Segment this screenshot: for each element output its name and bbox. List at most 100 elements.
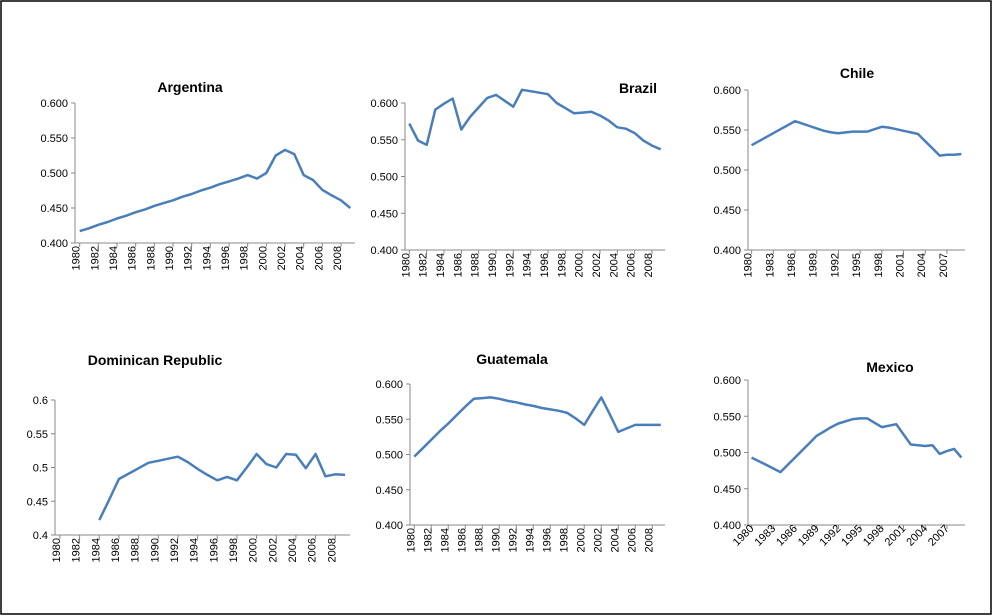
y-tick-label: 0.600 (40, 98, 68, 110)
x-tick-label: 1998 (239, 246, 251, 270)
x-tick-label: 2004 (608, 253, 620, 277)
x-tick-label: 2004 (609, 528, 621, 552)
chart-title: Guatemala (476, 351, 548, 367)
y-tick-label: 0.600 (370, 98, 398, 110)
y-tick-label: 0.500 (713, 448, 741, 460)
x-tick-label: 1980 (71, 246, 83, 270)
x-tick-label: 1990 (487, 253, 499, 277)
x-tick-label: 2008 (332, 246, 344, 270)
x-tick-label: 2002 (267, 538, 279, 562)
x-tick-label: 1995 (851, 253, 863, 277)
series-line (408, 88, 662, 151)
x-tick-label: 2008 (643, 253, 655, 277)
y-tick-label: 0.400 (370, 245, 398, 257)
x-tick-label: 2006 (626, 528, 638, 552)
x-tick-label: 2008 (326, 538, 338, 562)
x-tick-label: 2000 (257, 246, 269, 270)
x-tick-label: 1982 (418, 253, 430, 277)
x-tick-label: 1984 (435, 253, 447, 277)
y-tick-label: 0.400 (40, 238, 68, 250)
x-tick-label: 1986 (110, 538, 122, 562)
x-tick-label: 1984 (90, 538, 102, 562)
x-tick-label: 1983 (764, 253, 776, 277)
y-tick-label: 0.450 (370, 208, 398, 220)
x-tick-label: 2006 (307, 538, 319, 562)
x-tick-label: 2004 (295, 246, 307, 270)
x-tick-label: 1994 (189, 538, 201, 562)
x-tick-label: 1990 (164, 246, 176, 270)
y-tick-label: 0.5 (33, 463, 48, 475)
x-tick-label: 1992 (829, 253, 841, 277)
y-tick-label: 0.450 (713, 484, 741, 496)
x-tick-label: 1986 (456, 528, 468, 552)
y-tick-label: 0.550 (713, 411, 741, 423)
chart-title: Chile (840, 65, 874, 81)
y-tick-label: 0.600 (713, 375, 741, 387)
x-tick-label: 2002 (592, 528, 604, 552)
x-tick-label: 1990 (490, 528, 502, 552)
x-tick-label: 1990 (149, 538, 161, 562)
x-tick-label: 1984 (439, 528, 451, 552)
y-tick-label: 0.600 (713, 85, 741, 97)
x-tick-label: 1986 (127, 246, 139, 270)
chart-title: Argentina (157, 79, 223, 95)
y-tick-label: 0.500 (713, 165, 741, 177)
x-tick-label: 1980 (743, 253, 755, 277)
y-tick-label: 0.400 (375, 520, 403, 532)
x-tick-label: 1996 (539, 253, 551, 277)
x-tick-label: 1992 (504, 253, 516, 277)
x-tick-label: 1988 (145, 246, 157, 270)
series-line (750, 119, 962, 157)
x-tick-label: 2007 (938, 253, 950, 277)
x-tick-label: 1998 (556, 253, 568, 277)
y-tick-label: 0.550 (375, 414, 403, 426)
x-tick-label: 1986 (452, 253, 464, 277)
y-tick-label: 0.550 (713, 125, 741, 137)
x-tick-label: 2000 (575, 528, 587, 552)
x-tick-label: 2000 (248, 538, 260, 562)
series-line (79, 148, 352, 233)
x-tick-label: 1998 (873, 253, 885, 277)
x-tick-label: 1980 (400, 253, 412, 277)
x-tick-label: 1996 (541, 528, 553, 552)
x-tick-label: 2004 (287, 538, 299, 562)
y-tick-label: 0.600 (375, 379, 403, 391)
y-tick-label: 0.450 (40, 203, 68, 215)
x-tick-label: 2006 (313, 246, 325, 270)
y-tick-label: 0.550 (370, 135, 398, 147)
y-tick-label: 0.550 (40, 133, 68, 145)
x-tick-label: 1992 (169, 538, 181, 562)
x-tick-label: 2008 (643, 528, 655, 552)
y-tick-label: 0.45 (27, 496, 48, 508)
chart-title: Brazil (619, 80, 657, 96)
series-line (98, 452, 346, 521)
x-tick-label: 1982 (89, 246, 101, 270)
x-tick-label: 1998 (228, 538, 240, 562)
y-tick-label: 0.55 (27, 429, 48, 441)
x-tick-label: 1994 (522, 253, 534, 277)
y-tick-label: 0.4 (33, 530, 48, 542)
y-tick-label: 0.500 (375, 450, 403, 462)
x-tick-label: 1984 (108, 246, 120, 270)
chart-title: Dominican Republic (88, 352, 223, 368)
x-tick-label: 1996 (208, 538, 220, 562)
x-tick-label: 2001 (895, 253, 907, 277)
x-tick-label: 1988 (130, 538, 142, 562)
y-tick-label: 0.400 (713, 520, 741, 532)
chart-title: Mexico (866, 359, 913, 375)
y-tick-label: 0.450 (375, 485, 403, 497)
x-tick-label: 2004 (916, 253, 928, 277)
x-tick-label: 1980 (405, 528, 417, 552)
x-tick-label: 1994 (524, 528, 536, 552)
series-line (751, 417, 963, 474)
x-tick-label: 2002 (276, 246, 288, 270)
x-tick-label: 1989 (808, 253, 820, 277)
y-tick-label: 0.6 (33, 395, 48, 407)
y-tick-label: 0.450 (713, 205, 741, 217)
y-tick-label: 0.500 (40, 168, 68, 180)
x-tick-label: 2000 (574, 253, 586, 277)
y-tick-label: 0.500 (370, 172, 398, 184)
y-tick-label: 0.400 (713, 245, 741, 257)
x-tick-label: 1998 (558, 528, 570, 552)
